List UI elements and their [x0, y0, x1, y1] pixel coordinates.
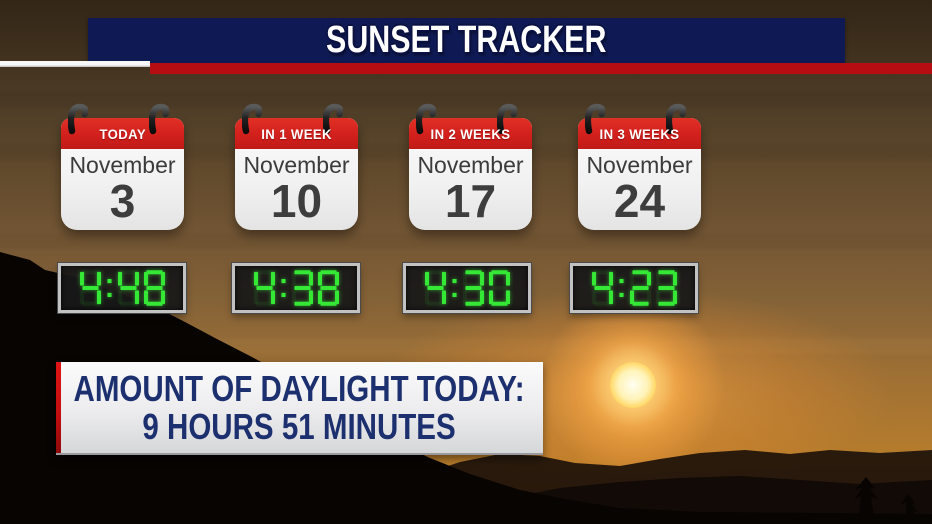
daylight-banner-line2: 9 HOURS 51 MINUTES — [142, 405, 457, 447]
calendar-card-header: IN 2 WEEKS — [409, 118, 532, 149]
calendar-card-month: November — [586, 152, 693, 178]
calendar-card-day: 17 — [444, 175, 497, 227]
binder-ring-icon — [323, 103, 343, 135]
calendar-card-month: November — [69, 152, 176, 178]
digital-clock — [232, 263, 360, 313]
calendar-card-header: TODAY — [61, 118, 184, 149]
binder-ring-icon — [497, 103, 517, 135]
calendar-card-day: 24 — [613, 175, 666, 227]
calendar-card-label: IN 2 WEEKS — [430, 125, 511, 142]
calendar-card-label: IN 3 WEEKS — [599, 125, 680, 142]
page-title: SUNSET TRACKER — [326, 19, 607, 61]
calendar-card: IN 1 WEEK November 10 — [235, 103, 358, 230]
binder-ring-icon — [585, 103, 605, 135]
calendar-card-header: IN 1 WEEK — [235, 118, 358, 149]
daylight-banner: AMOUNT OF DAYLIGHT TODAY: 9 HOURS 51 MIN… — [56, 362, 543, 455]
daylight-banner-line1: AMOUNT OF DAYLIGHT TODAY: — [73, 367, 526, 409]
calendar-card-header: IN 3 WEEKS — [578, 118, 701, 149]
digital-clock — [58, 263, 186, 313]
binder-ring-icon — [416, 103, 436, 135]
binder-ring-icon — [242, 103, 262, 135]
digital-clock — [403, 263, 531, 313]
sun — [610, 362, 656, 408]
calendar-card: TODAY November 3 — [61, 103, 184, 230]
calendar-card-month: November — [243, 152, 350, 178]
header-underline-red — [150, 63, 932, 74]
calendar-card-day: 3 — [109, 175, 136, 227]
binder-ring-icon — [149, 103, 169, 135]
calendar-card-label: TODAY — [99, 125, 146, 142]
calendar-card-day: 10 — [270, 175, 323, 227]
daylight-banner-red-accent — [56, 362, 61, 453]
digital-clock — [570, 263, 698, 313]
header-banner: SUNSET TRACKER — [88, 18, 845, 63]
calendar-card-month: November — [417, 152, 524, 178]
calendar-card: IN 2 WEEKS November 17 — [409, 103, 532, 230]
header-underline-white — [0, 61, 150, 67]
calendar-card: IN 3 WEEKS November 24 — [578, 103, 701, 230]
binder-ring-icon — [666, 103, 686, 135]
calendar-card-label: IN 1 WEEK — [261, 125, 332, 142]
binder-ring-icon — [68, 103, 88, 135]
